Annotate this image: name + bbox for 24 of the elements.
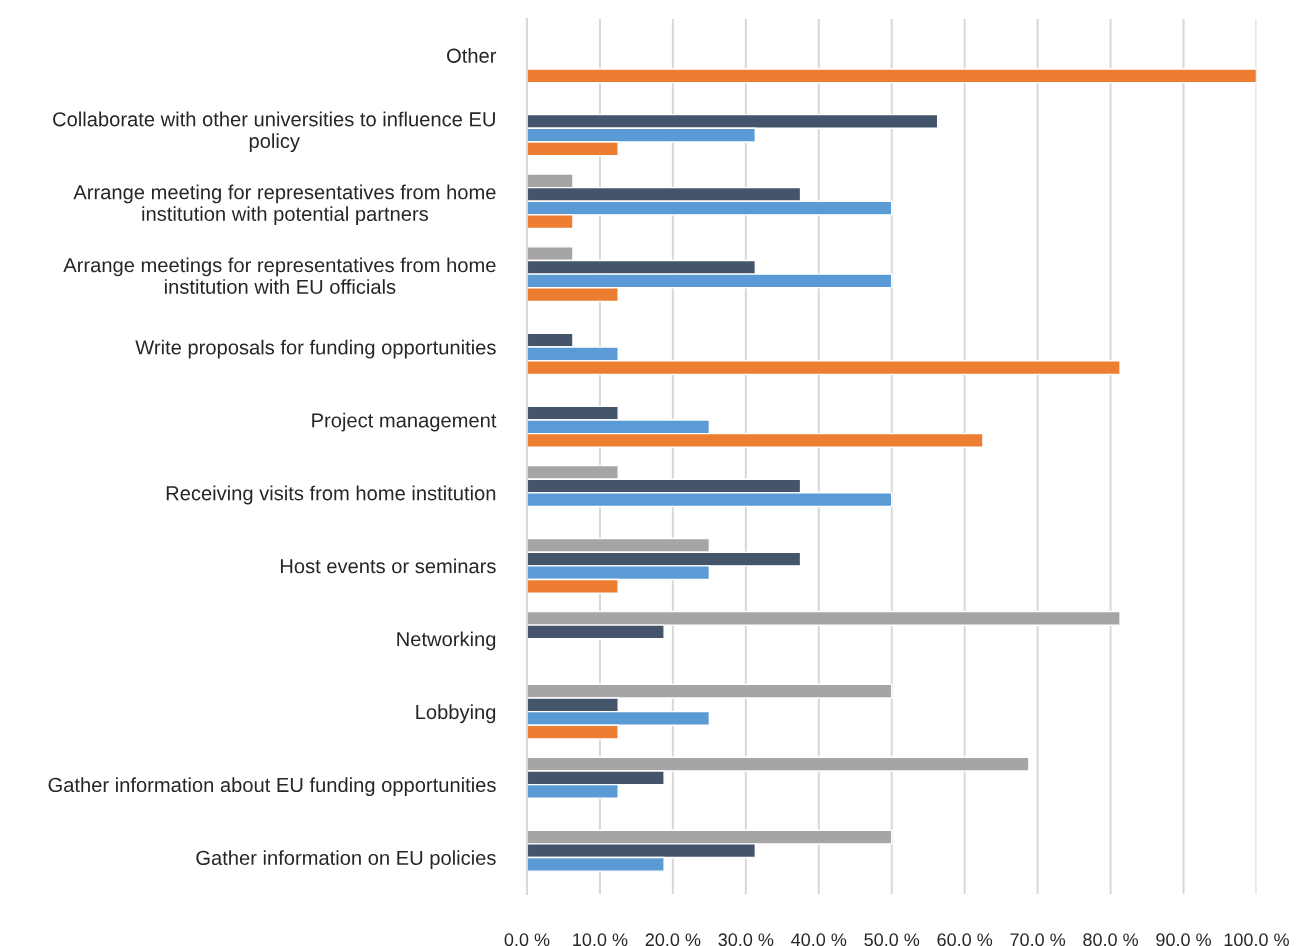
y-tick-label: Networking	[397, 631, 496, 651]
x-tick-label: 50.0 %	[864, 933, 920, 946]
y-tick-label: Host events or seminars	[280, 558, 496, 574]
x-tick-label: 70.0 %	[1010, 933, 1066, 946]
y-tick-label: Project management	[312, 412, 497, 432]
x-tick-label: 90.0 %	[1156, 933, 1211, 946]
y-tick-label: Gather information on EU policies	[196, 850, 496, 869]
y-tick-label: Gather information about EU funding opportunities	[48, 777, 496, 797]
x-tick-label: 20.0 %	[645, 933, 701, 946]
x-tick-label: 80.0 %	[1083, 933, 1139, 946]
y-tick-label: Receiving visits from home institution	[166, 485, 496, 505]
y-tick-label: Write proposals for funding opportunities	[135, 339, 496, 359]
x-tick-label: 100.0 %	[1224, 933, 1289, 946]
bar	[526, 68, 1257, 84]
x-tick-label: 60.0 %	[937, 933, 993, 946]
y-tick-label: Collaborate with other universities to influence EU policy	[53, 111, 495, 153]
y-tick-label: Arrange meetings for representatives from home institution with EU officials	[63, 257, 496, 294]
y-tick-label: Arrange meeting for representatives from home institution with potential partners	[73, 184, 496, 225]
y-tick-label: Other	[447, 48, 497, 63]
x-tick-label: 0.0 %	[504, 933, 550, 946]
x-tick-label: 40.0 %	[791, 933, 847, 946]
y-tick-label: Lobbying	[416, 704, 496, 724]
x-tick-label: 30.0 %	[718, 933, 774, 946]
x-tick-label: 10.0 %	[573, 933, 628, 946]
